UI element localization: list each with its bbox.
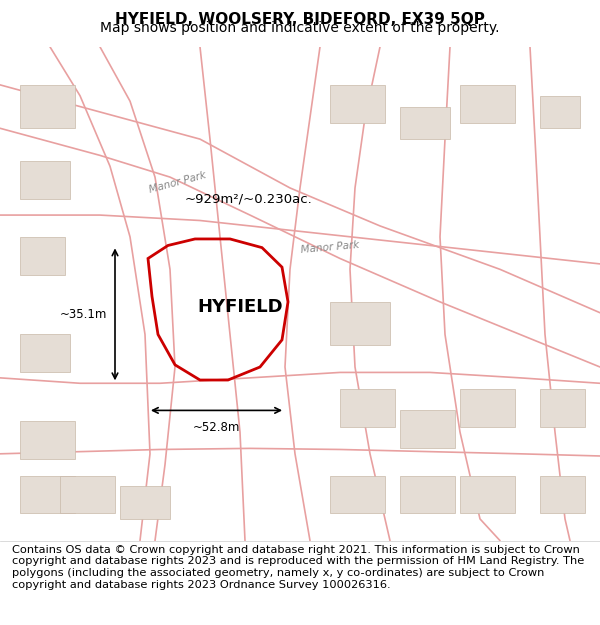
Text: ~52.8m: ~52.8m	[193, 421, 240, 434]
Bar	[60, 476, 115, 514]
Bar	[20, 237, 65, 275]
Bar	[460, 476, 515, 514]
Text: HYFIELD, WOOLSERY, BIDEFORD, EX39 5QP: HYFIELD, WOOLSERY, BIDEFORD, EX39 5QP	[115, 12, 485, 27]
Text: Map shows position and indicative extent of the property.: Map shows position and indicative extent…	[100, 21, 500, 35]
Bar	[20, 161, 70, 199]
Text: ~929m²/~0.230ac.: ~929m²/~0.230ac.	[185, 192, 313, 205]
Bar	[20, 476, 75, 514]
Bar	[540, 389, 585, 427]
Bar	[20, 421, 75, 459]
Bar	[20, 85, 75, 128]
Bar	[20, 334, 70, 372]
Bar	[540, 96, 580, 128]
Text: Contains OS data © Crown copyright and database right 2021. This information is : Contains OS data © Crown copyright and d…	[12, 545, 584, 589]
Bar	[120, 486, 170, 519]
Text: Manor Park: Manor Park	[148, 170, 208, 195]
Text: HYFIELD: HYFIELD	[197, 298, 283, 316]
Bar	[330, 476, 385, 514]
Bar	[330, 302, 390, 345]
Bar	[340, 389, 395, 427]
Bar	[460, 389, 515, 427]
Bar	[330, 85, 385, 123]
Text: Manor Park: Manor Park	[300, 240, 359, 255]
Bar	[400, 476, 455, 514]
Bar	[460, 85, 515, 123]
Bar	[400, 411, 455, 448]
Text: ~35.1m: ~35.1m	[59, 308, 107, 321]
Bar	[400, 106, 450, 139]
Bar	[540, 476, 585, 514]
